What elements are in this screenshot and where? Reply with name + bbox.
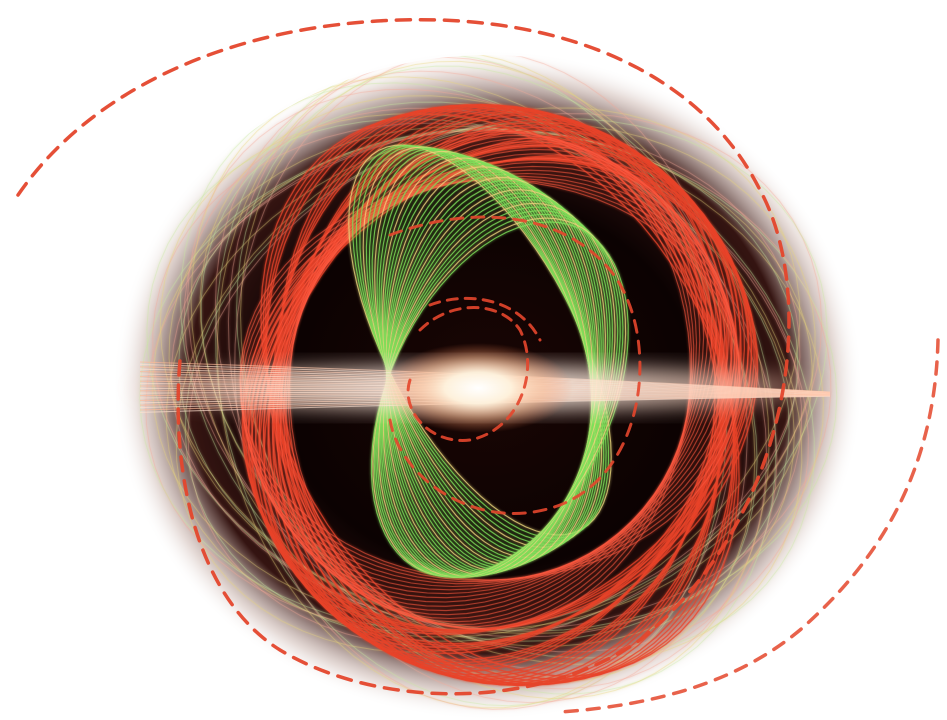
inner-dashed-spiral	[406, 306, 530, 442]
red-trace	[289, 129, 691, 631]
core-glow	[383, 343, 573, 433]
red-trace	[240, 177, 740, 583]
inner-dashed-arc	[428, 297, 542, 342]
outer-trace	[200, 101, 815, 659]
red-trace	[242, 175, 738, 585]
red-trace	[263, 153, 717, 607]
red-trace	[278, 104, 722, 686]
outer-trace	[199, 95, 803, 665]
red-trace	[250, 165, 730, 595]
right-dashed-spiral	[558, 338, 940, 714]
green-trace	[370, 221, 629, 578]
outer-dashed-spiral	[16, 17, 791, 696]
outer-trace	[234, 55, 737, 710]
red-trace	[276, 110, 724, 680]
red-trace	[279, 137, 701, 623]
outer-trace	[178, 128, 838, 632]
red-trace	[244, 172, 736, 588]
dashed-spiral-curves	[16, 17, 940, 714]
red-trace	[239, 179, 741, 581]
red-trace	[254, 161, 726, 599]
red-trace	[258, 157, 722, 603]
red-trace	[241, 158, 759, 632]
middle-dashed-spiral	[388, 215, 642, 515]
red-trace	[285, 132, 695, 628]
red-trace	[282, 134, 698, 626]
red-trace	[247, 169, 733, 591]
outer-trace	[168, 125, 824, 635]
red-trace	[284, 106, 716, 684]
red-trace	[287, 130, 693, 630]
red-trace	[267, 148, 713, 612]
